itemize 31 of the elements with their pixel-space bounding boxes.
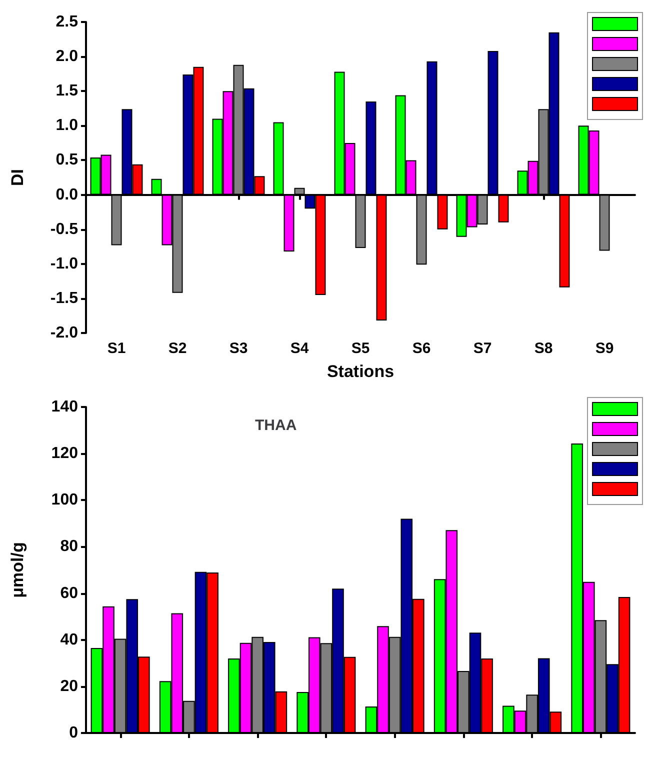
- y-tick-label: 0: [69, 724, 78, 742]
- x-tick-label: S2: [168, 340, 187, 357]
- y-axis-title: DI: [8, 169, 27, 186]
- y-tick-label: 2.0: [56, 48, 78, 66]
- x-tick-label: S8: [534, 340, 553, 357]
- y-tick-label: 140: [51, 398, 78, 416]
- text: THAA: [255, 417, 297, 434]
- y-axis-title: μmol/g: [8, 542, 27, 598]
- x-tick-label: S9: [595, 340, 614, 357]
- x-tick-label: S4: [290, 340, 310, 357]
- x-tick-label: S1: [107, 340, 126, 357]
- y-tick-label: 20: [60, 678, 78, 695]
- y-tick-label: -1.5: [50, 290, 78, 307]
- y-tick-label: 60: [60, 584, 78, 602]
- x-axis-title: Stations: [326, 362, 394, 381]
- y-tick-label: 80: [60, 538, 78, 556]
- x-tick-label: S6: [412, 340, 431, 357]
- x-tick-label: S3: [229, 340, 248, 357]
- x-tick-label: S7: [473, 340, 492, 357]
- y-tick-label: 0.0: [56, 186, 78, 204]
- y-tick-label: 2.5: [56, 14, 78, 30]
- y-tick-label: -0.5: [50, 220, 78, 238]
- y-tick-label: 120: [51, 445, 78, 462]
- y-tick-label: -1.0: [50, 255, 78, 272]
- y-tick-label: 0.5: [56, 152, 78, 169]
- y-tick-label: 1.0: [56, 117, 78, 134]
- y-tick-label: -2.0: [50, 324, 78, 342]
- y-tick-label: 1.5: [56, 82, 78, 100]
- x-tick-label: S5: [351, 340, 370, 357]
- y-tick-label: 100: [51, 492, 78, 509]
- y-tick-label: 40: [60, 631, 78, 648]
